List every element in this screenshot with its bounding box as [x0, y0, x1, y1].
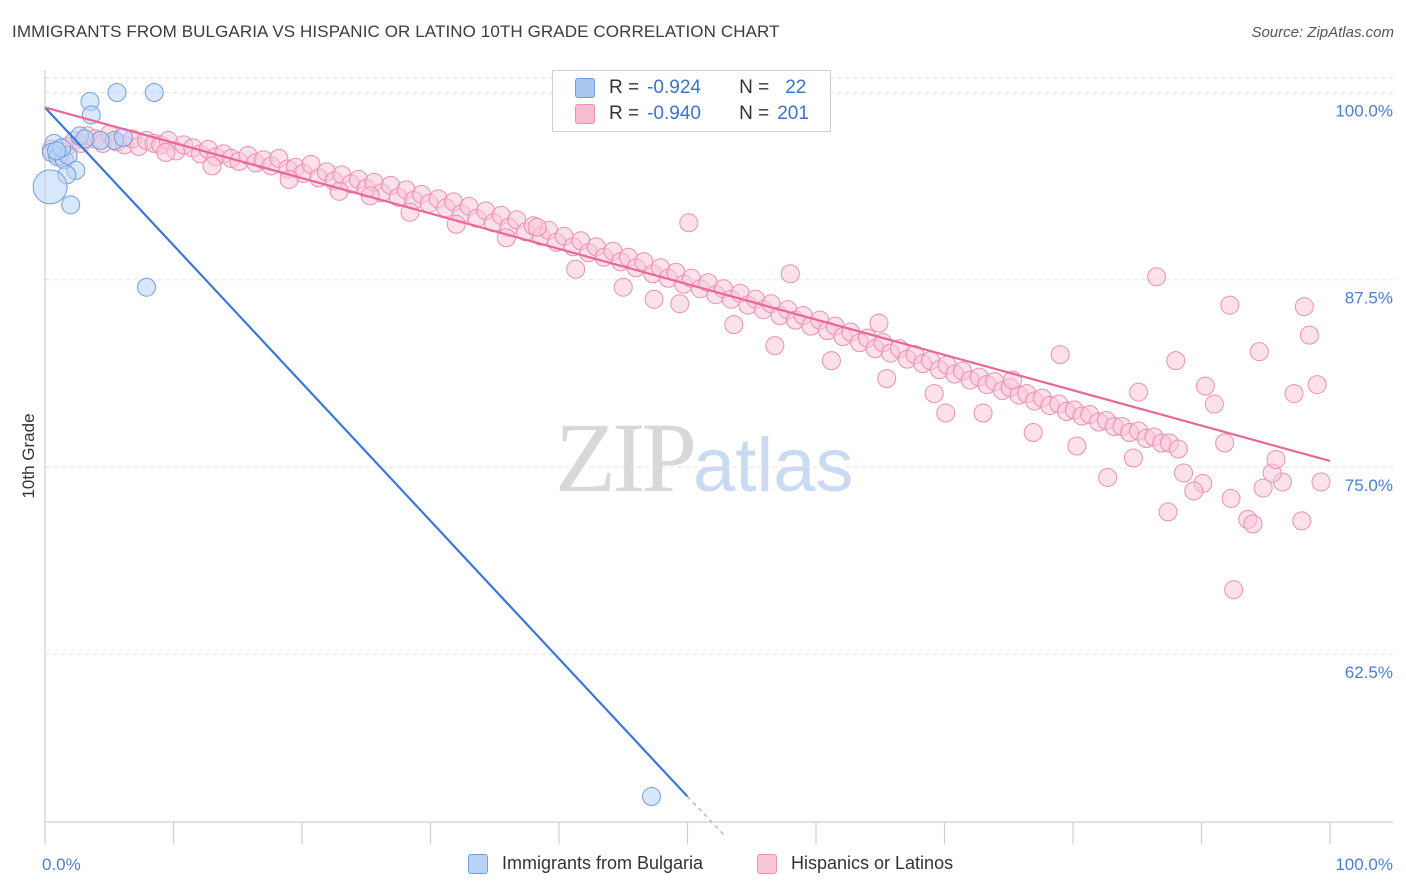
bulgaria-point — [107, 82, 127, 102]
hispanic-point — [821, 351, 841, 371]
legend-r-label: R = — [609, 77, 640, 98]
hispanic-point — [765, 336, 785, 356]
correlation-legend: R = -0.924 N = 22 R = -0.940 N = 201 — [552, 70, 831, 132]
legend-n-value: 201 — [777, 103, 809, 124]
y-tick-label: 87.5% — [1345, 289, 1393, 308]
hispanic-point — [924, 384, 944, 404]
legend-n-label: N = — [739, 103, 770, 124]
legend-r-value: -0.924 — [647, 77, 701, 98]
hispanic-point — [1098, 467, 1118, 487]
hispanic-point — [1220, 295, 1240, 315]
watermark: ZIPatlas — [555, 400, 854, 515]
series-legend-hispanic[interactable]: Hispanics or Latinos — [757, 853, 953, 874]
series-swatch-hispanic — [757, 853, 777, 874]
hispanic-point — [1184, 481, 1204, 501]
series-legend-bulgaria[interactable]: Immigrants from Bulgaria — [468, 853, 703, 874]
axes — [44, 70, 1393, 844]
hispanic-point — [400, 202, 420, 222]
y-axis-label: 10th Grade — [19, 413, 38, 498]
hispanic-point — [973, 403, 993, 423]
legend-swatch-bulgaria — [575, 78, 595, 98]
hispanic-trend-line — [44, 106, 1331, 463]
bulgaria-trend-extension — [686, 796, 727, 838]
trend-lines — [44, 106, 1331, 838]
bulgaria-point — [47, 141, 67, 161]
bulgaria-point — [61, 195, 81, 215]
series-swatch-bulgaria — [468, 853, 488, 874]
series-label-hispanic: Hispanics or Latinos — [791, 853, 954, 873]
hispanic-point — [1174, 463, 1194, 483]
hispanic-point — [527, 217, 547, 237]
legend-n-value: 22 — [785, 77, 807, 98]
hispanic-point — [1307, 375, 1327, 395]
hispanic-point — [1253, 478, 1273, 498]
y-tick-label: 100.0% — [1335, 101, 1393, 120]
bulgaria-point — [32, 169, 68, 205]
hispanic-point — [1168, 439, 1188, 459]
bulgaria-trend-line — [44, 106, 689, 798]
hispanic-point — [156, 142, 176, 162]
hispanic-point — [1166, 351, 1186, 371]
hispanic-point — [566, 259, 586, 279]
legend-r-value: -0.940 — [647, 103, 701, 124]
hispanic-point — [496, 228, 516, 248]
legend-r-label: R = — [609, 103, 640, 124]
watermark-zip: ZIP — [555, 402, 697, 513]
hispanic-point — [1023, 423, 1043, 443]
hispanic-point — [877, 369, 897, 389]
hispanic-point — [1249, 342, 1269, 362]
data-points — [32, 82, 1331, 807]
hispanic-point — [1129, 382, 1149, 402]
watermark-atlas: atlas — [693, 423, 854, 508]
hispanic-point — [1158, 502, 1178, 522]
hispanic-point — [1123, 448, 1143, 468]
hispanic-point — [1204, 394, 1224, 414]
hispanic-point — [1215, 433, 1235, 453]
hispanic-point — [670, 294, 690, 314]
series-legend: Immigrants from Bulgaria Hispanics or La… — [0, 851, 1406, 877]
legend-n-label: N = — [739, 77, 770, 98]
y-tick-label: 62.5% — [1345, 663, 1393, 682]
hispanic-point — [1284, 384, 1304, 404]
bulgaria-point — [642, 787, 662, 807]
hispanic-point — [1292, 511, 1312, 531]
bulgaria-point — [75, 129, 95, 149]
hispanic-point — [1221, 488, 1241, 508]
hispanic-point — [780, 264, 800, 284]
legend-row-hispanic: R = -0.940 N = 201 — [575, 102, 809, 126]
source-credit: Source: ZipAtlas.com — [1251, 24, 1394, 41]
hispanic-point — [869, 313, 889, 333]
hispanic-point — [1224, 580, 1244, 600]
hispanic-point — [1243, 514, 1263, 534]
hispanic-point — [202, 156, 222, 176]
hispanic-point — [613, 277, 633, 297]
x-tick-label: 100.0% — [1335, 855, 1393, 874]
hispanic-point — [1147, 267, 1167, 287]
bulgaria-point — [144, 82, 164, 102]
hispanic-point — [1067, 436, 1087, 456]
legend-swatch-hispanic — [575, 104, 595, 124]
hispanic-point — [1195, 376, 1215, 396]
hispanic-point — [724, 315, 744, 335]
hispanic-point — [644, 289, 664, 309]
chart-title: IMMIGRANTS FROM BULGARIA VS HISPANIC OR … — [12, 22, 780, 41]
hispanic-point — [1311, 472, 1331, 492]
hispanic-point — [329, 181, 349, 201]
hispanic-point — [679, 213, 699, 233]
hispanic-point — [1299, 325, 1319, 345]
hispanic-point — [1294, 297, 1314, 317]
x-tick-label: 0.0% — [42, 855, 81, 874]
tick-labels: 100.0% 87.5% 75.0% 62.5% 0.0% 100.0% 10th Grad… — [19, 101, 1393, 874]
series-label-bulgaria: Immigrants from Bulgaria — [502, 853, 704, 873]
bulgaria-point — [137, 277, 157, 297]
legend-row-bulgaria: R = -0.924 N = 22 — [575, 76, 806, 100]
hispanic-point — [936, 403, 956, 423]
hispanic-point — [1266, 449, 1286, 469]
y-tick-label: 75.0% — [1345, 476, 1393, 495]
hispanic-point — [1050, 345, 1070, 365]
